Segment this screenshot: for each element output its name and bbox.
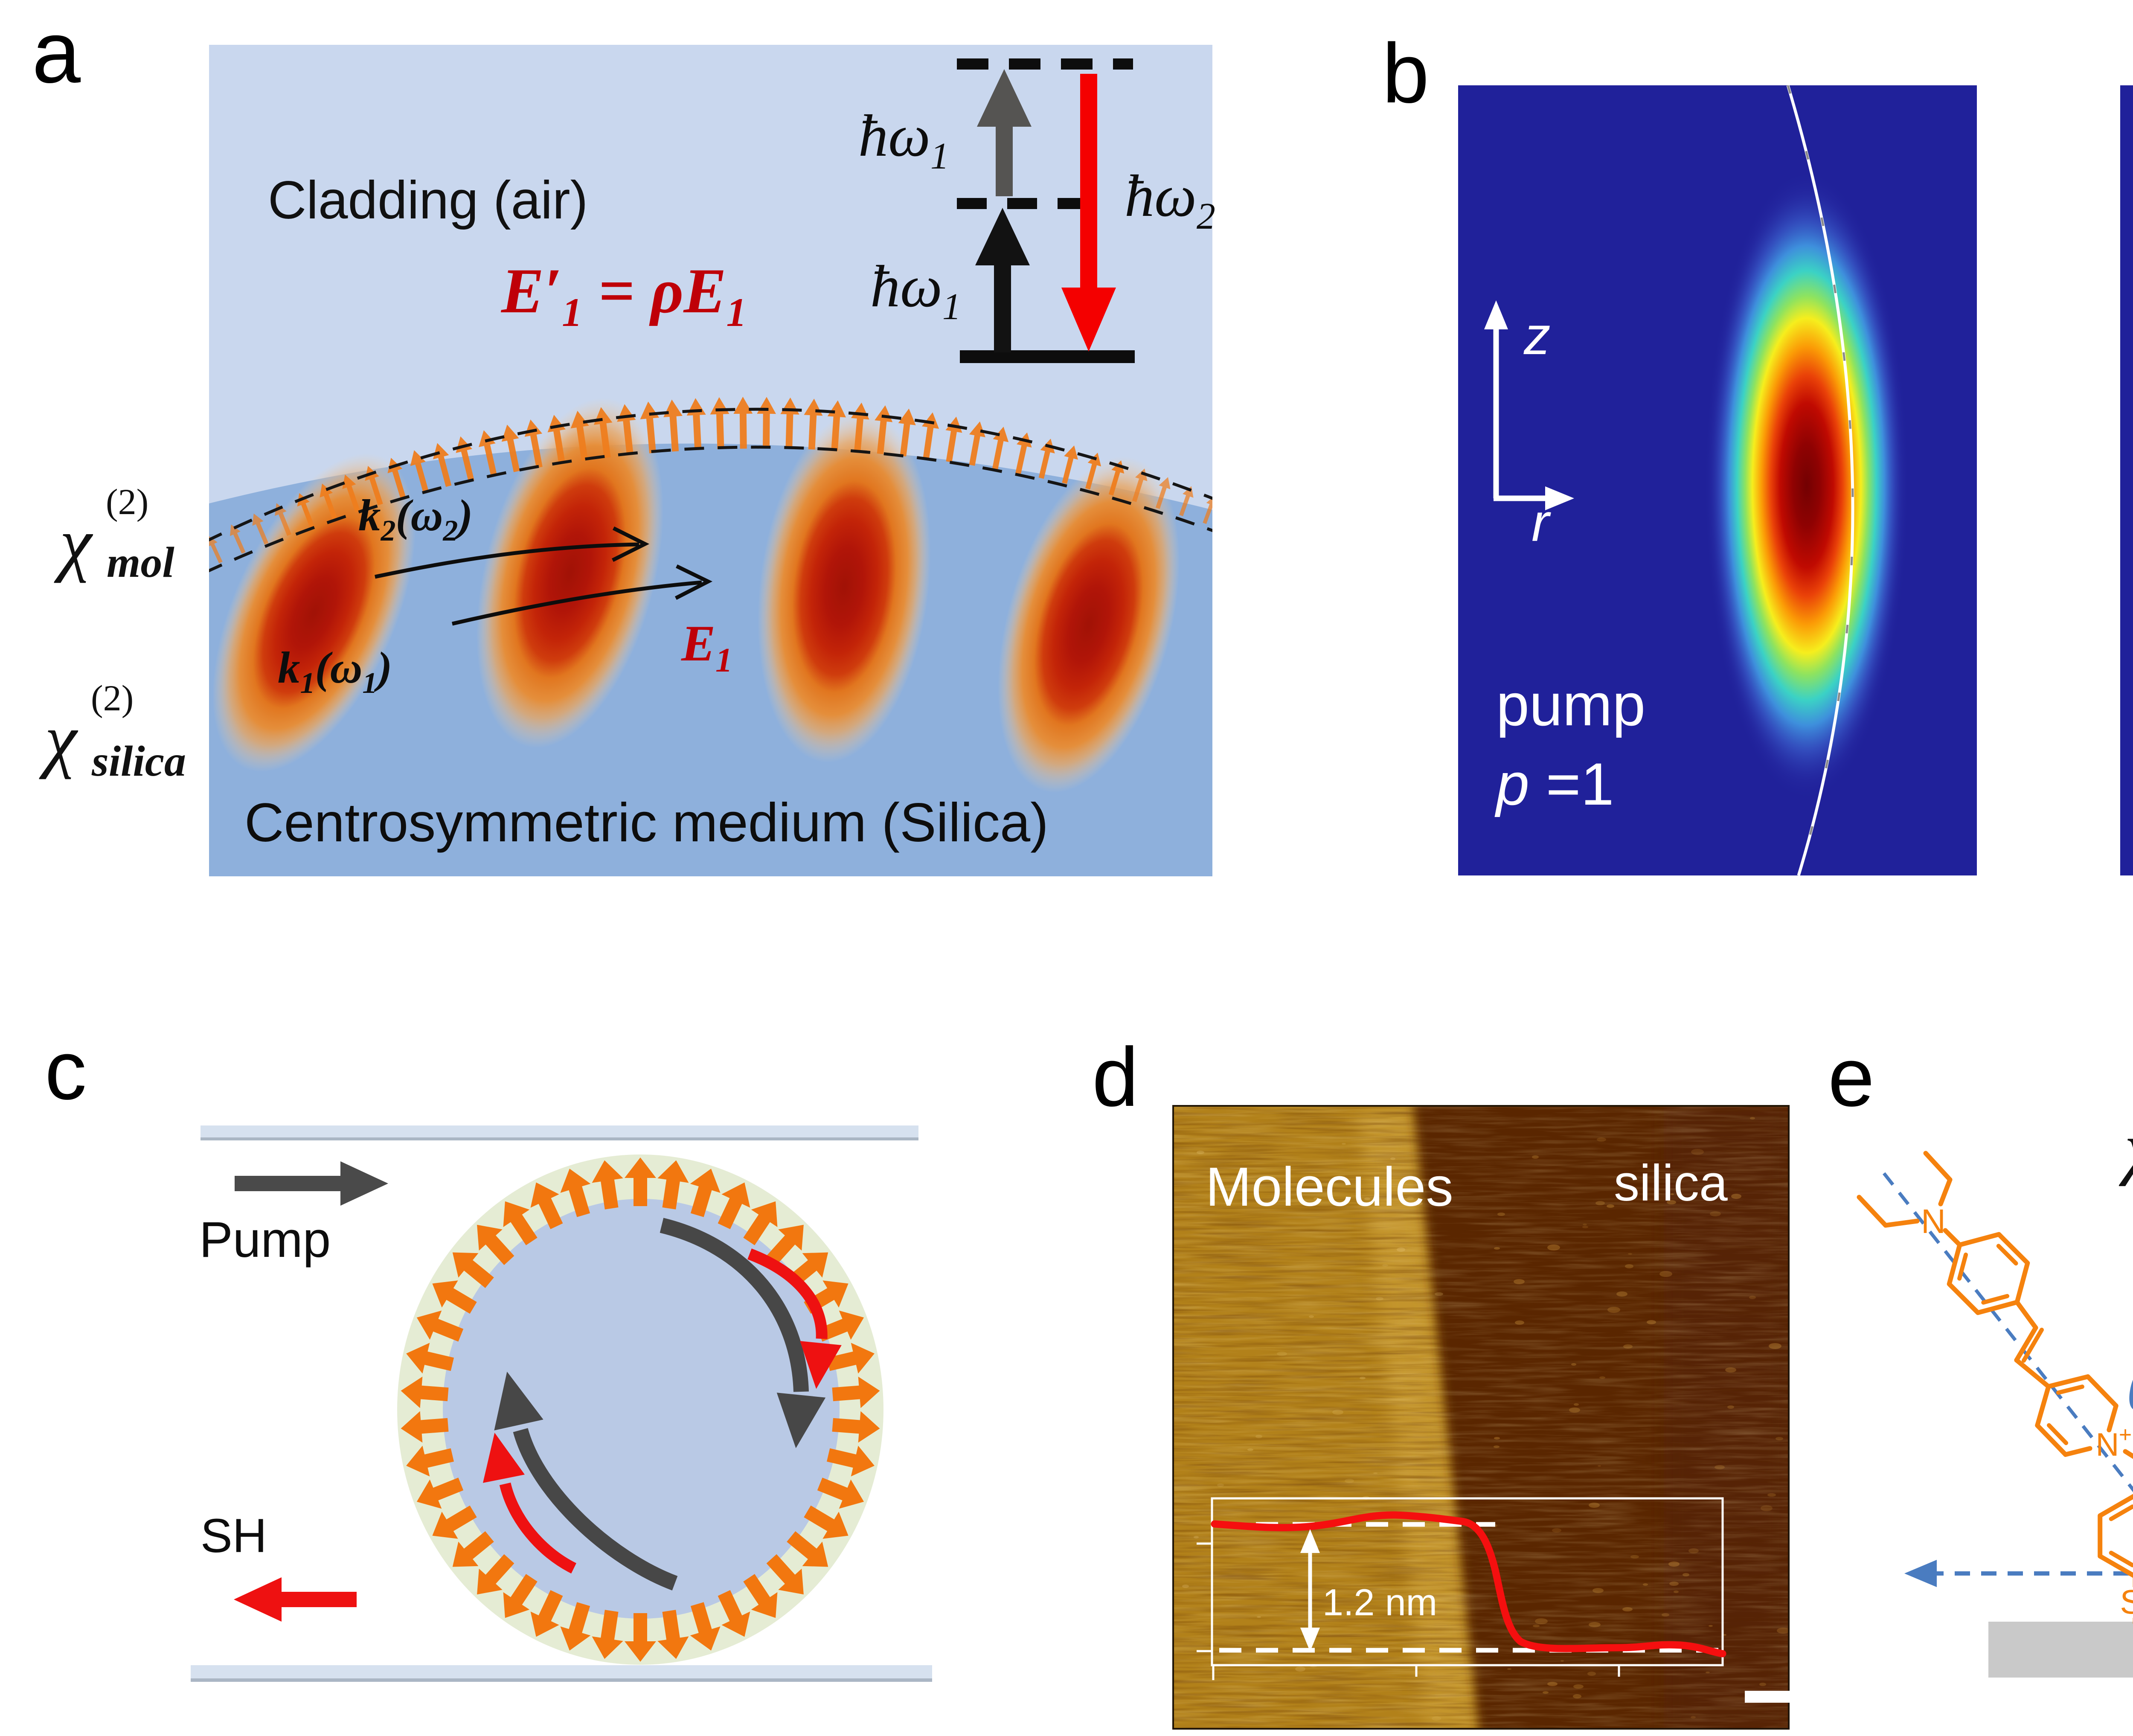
svg-text:r: r bbox=[1531, 493, 1551, 552]
svg-text:c: c bbox=[45, 1024, 87, 1117]
svg-text:z: z bbox=[1523, 306, 1551, 366]
svg-text:p =1: p =1 bbox=[1494, 750, 1614, 817]
svg-text:SH: SH bbox=[201, 1509, 267, 1562]
svg-text:(2): (2) bbox=[106, 481, 148, 522]
svg-text:Molecules: Molecules bbox=[1206, 1156, 1453, 1218]
svg-text:d: d bbox=[1092, 1030, 1139, 1124]
svg-text:1.2 nm: 1.2 nm bbox=[1322, 1581, 1437, 1623]
svg-text:b: b bbox=[1382, 26, 1429, 120]
svg-text:χ: χ bbox=[54, 503, 93, 583]
svg-text:pump: pump bbox=[1496, 671, 1645, 738]
svg-text:θ: θ bbox=[2127, 1361, 2133, 1422]
svg-text:χ: χ bbox=[39, 699, 78, 779]
svg-text:E′1 = ρE1: E′1 = ρE1 bbox=[500, 256, 747, 335]
svg-text:(2): (2) bbox=[91, 678, 134, 718]
svg-text:mol: mol bbox=[107, 538, 174, 587]
svg-text:Centrosymmetric medium (Silica: Centrosymmetric medium (Silica) bbox=[244, 792, 1049, 853]
svg-text:Cladding (air): Cladding (air) bbox=[268, 171, 588, 230]
svg-text:e: e bbox=[1828, 1030, 1874, 1124]
svg-text:χ: χ bbox=[2118, 1108, 2133, 1186]
svg-text:a: a bbox=[32, 3, 81, 101]
svg-text:N: N bbox=[1921, 1202, 1946, 1240]
svg-text:Si: Si bbox=[2120, 1583, 2133, 1621]
svg-text:k1(ω1): k1(ω1) bbox=[278, 643, 392, 700]
svg-text:+: + bbox=[2119, 1422, 2132, 1447]
svg-text:silica: silica bbox=[91, 737, 186, 785]
svg-text:silica: silica bbox=[1614, 1154, 1728, 1212]
svg-text:N: N bbox=[2096, 1427, 2119, 1463]
svg-text:Pump: Pump bbox=[199, 1212, 331, 1268]
